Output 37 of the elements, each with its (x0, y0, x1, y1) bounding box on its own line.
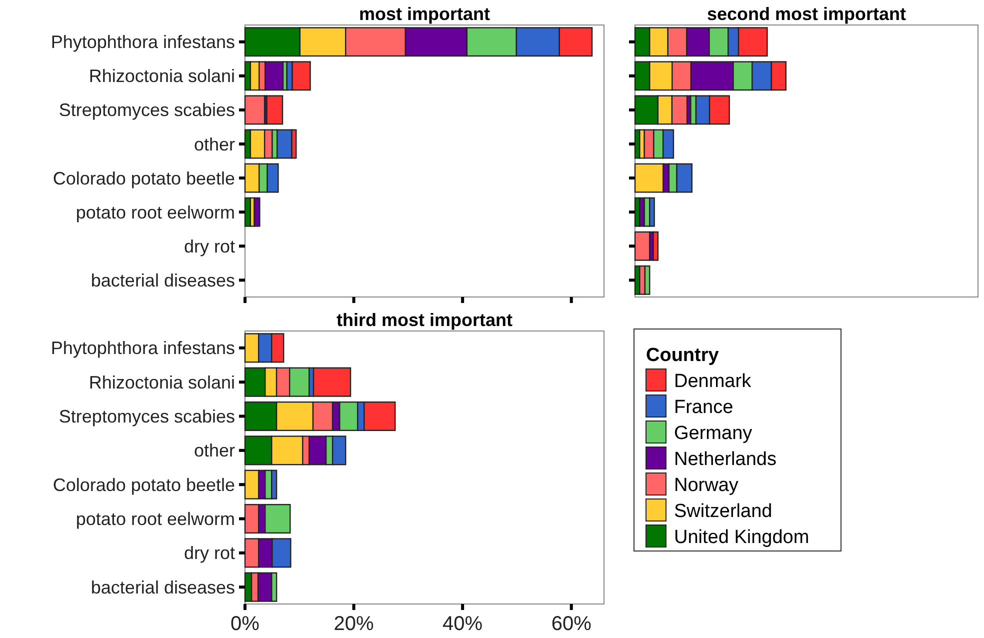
y-tick-label: other (194, 134, 235, 154)
y-tick-label: Phytophthora infestans (50, 338, 235, 358)
y-tick-label: bacterial diseases (90, 577, 235, 598)
y-tick-label: Rhizoctonia solani (88, 66, 235, 86)
legend-label: Denmark (674, 371, 752, 392)
legend-label: Switzerland (674, 501, 772, 522)
y-tick-label: dry rot (184, 543, 235, 564)
chart-title: most important (358, 4, 490, 24)
legend-label: Norway (674, 475, 739, 496)
legend-label: United Kingdom (674, 527, 810, 548)
y-tick-label: Colorado potato beetle (52, 168, 235, 188)
y-tick-label: potato root eelworm (76, 202, 235, 222)
y-tick-label: Streptomyces scabies (58, 100, 235, 120)
chart-title: second most important (706, 4, 906, 24)
legend-label: France (674, 397, 734, 418)
bar (266, 95, 284, 125)
y-tick-label: Rhizoctonia solani (88, 372, 235, 392)
y-tick-label: bacterial diseases (90, 270, 235, 290)
y-tick-label: potato root eelworm (76, 509, 235, 530)
bar (254, 197, 260, 227)
y-tick-label: Streptomyces scabies (58, 406, 235, 427)
bar (652, 231, 659, 261)
bar (244, 95, 266, 125)
bar (634, 231, 650, 261)
bar (312, 367, 352, 397)
y-tick-label: dry rot (184, 236, 235, 256)
y-tick-label: Colorado potato beetle (52, 474, 235, 495)
y-tick-label: other (194, 440, 235, 461)
y-tick-label: Phytophthora infestans (50, 32, 235, 52)
x-tick-label: 40% (442, 613, 483, 635)
legend-label: Netherlands (674, 449, 776, 470)
chart-title: third most important (336, 310, 512, 330)
x-tick-label: 60% (551, 613, 592, 635)
legend-title: Country (646, 345, 720, 366)
legend-label: Germany (674, 423, 753, 444)
x-tick-label: 20% (334, 613, 374, 635)
x-tick-label: 0% (230, 613, 260, 635)
